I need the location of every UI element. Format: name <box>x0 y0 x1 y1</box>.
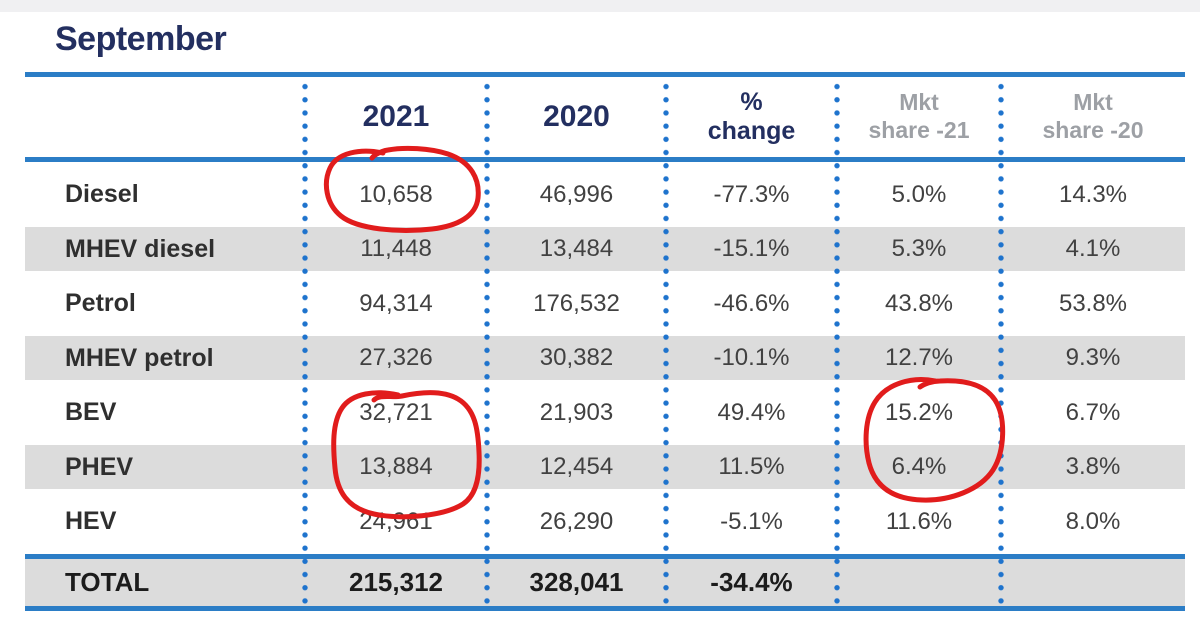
header-mkt-share-21: Mkt share -21 <box>837 89 1001 144</box>
dotted-column-separator-3 <box>663 80 669 608</box>
header-pct-change-line1: % <box>740 88 763 117</box>
header-mkt-share-21-line1: Mkt <box>899 89 939 116</box>
total-top-rule <box>25 554 1185 559</box>
table-row: Diesel 10,658 46,996 -77.3% 5.0% 14.3% <box>25 162 1185 227</box>
row-share21-cell: 6.4% <box>891 453 947 480</box>
table-row: BEV 32,721 21,903 49.4% 15.2% 6.7% <box>25 380 1185 445</box>
dotted-column-separator-4 <box>834 80 840 608</box>
page-title: September <box>55 20 227 58</box>
table-row: Petrol 94,314 176,532 -46.6% 43.8% 53.8% <box>25 271 1185 336</box>
row-change-cell: -15.1% <box>713 235 790 262</box>
row-share20-cell: 4.1% <box>1065 235 1121 262</box>
table-row: MHEV diesel 11,448 13,484 -15.1% 5.3% 4.… <box>25 227 1185 271</box>
row-share20-cell: 6.7% <box>1065 398 1121 426</box>
table-bottom-rule <box>25 606 1185 611</box>
total-2021-cell: 215,312 <box>349 567 443 597</box>
row-change-cell: -46.6% <box>713 289 790 317</box>
header-bottom-rule <box>25 157 1185 162</box>
row-2021-cell: 32,721 <box>359 398 433 426</box>
dotted-column-separator-1 <box>302 80 308 608</box>
row-2021-cell: 10,658 <box>359 180 433 208</box>
row-share20-cell: 53.8% <box>1058 289 1128 317</box>
header-mkt-share-20: Mkt share -20 <box>1001 89 1185 144</box>
total-2020-cell: 328,041 <box>529 567 624 597</box>
registrations-table: 2021 2020 % change Mkt share -21 Mkt sha… <box>25 72 1185 611</box>
total-row: TOTAL 215,312 328,041 -34.4% <box>25 559 1185 606</box>
row-2021-cell: 27,326 <box>359 344 433 371</box>
row-change-cell: -10.1% <box>713 344 790 371</box>
row-2021-cell: 94,314 <box>359 289 433 317</box>
row-2020-cell: 46,996 <box>539 180 614 208</box>
table-top-rule <box>25 72 1185 77</box>
row-share21-cell: 43.8% <box>884 289 954 317</box>
table-row: PHEV 13,884 12,454 11.5% 6.4% 3.8% <box>25 445 1185 489</box>
row-2020-cell: 13,484 <box>539 235 614 262</box>
table-header-row: 2021 2020 % change Mkt share -21 Mkt sha… <box>25 77 1185 157</box>
table-row: MHEV petrol 27,326 30,382 -10.1% 12.7% 9… <box>25 336 1185 380</box>
row-change-cell: -77.3% <box>713 180 790 208</box>
row-label-cell: MHEV petrol <box>65 343 214 372</box>
table-row: HEV 24,961 26,290 -5.1% 11.6% 8.0% <box>25 489 1185 554</box>
dotted-column-separator-5 <box>998 80 1004 608</box>
total-label-cell: TOTAL <box>65 567 150 597</box>
header-pct-change-line2: change <box>707 117 796 145</box>
header-mkt-share-20-line2: share -20 <box>1042 117 1144 143</box>
row-change-cell: -5.1% <box>720 507 783 535</box>
row-share21-cell: 15.2% <box>884 398 954 426</box>
header-mkt-share-20-line1: Mkt <box>1073 89 1113 116</box>
row-share20-cell: 8.0% <box>1065 507 1121 535</box>
row-share21-cell: 12.7% <box>884 344 954 371</box>
row-share21-cell: 5.0% <box>891 180 947 208</box>
row-2020-cell: 30,382 <box>539 344 614 371</box>
row-2020-cell: 176,532 <box>533 289 620 317</box>
header-2020: 2020 <box>543 100 610 133</box>
header-pct-change: % change <box>666 88 837 146</box>
row-label-cell: HEV <box>65 507 117 535</box>
row-label-cell: MHEV diesel <box>65 234 216 263</box>
row-2021-cell: 11,448 <box>360 235 432 262</box>
row-2020-cell: 26,290 <box>539 507 614 535</box>
header-2021: 2021 <box>362 100 430 133</box>
row-share20-cell: 14.3% <box>1058 180 1128 208</box>
dotted-column-separator-2 <box>484 80 490 608</box>
header-mkt-share-21-line2: share -21 <box>868 117 970 143</box>
total-change-cell: -34.4% <box>710 567 793 597</box>
row-change-cell: 49.4% <box>717 398 786 426</box>
row-share20-cell: 9.3% <box>1065 344 1121 371</box>
top-edge-strip <box>0 0 1200 12</box>
row-2020-cell: 12,454 <box>539 453 614 480</box>
row-2021-cell: 13,884 <box>359 453 433 480</box>
row-2020-cell: 21,903 <box>539 398 614 426</box>
row-label-cell: BEV <box>65 398 117 426</box>
row-2021-cell: 24,961 <box>359 507 433 535</box>
row-change-cell: 11.5% <box>718 453 785 480</box>
row-label-cell: Diesel <box>65 180 139 208</box>
row-label-cell: PHEV <box>65 452 134 481</box>
row-label-cell: Petrol <box>65 289 136 317</box>
row-share21-cell: 5.3% <box>891 235 947 262</box>
row-share20-cell: 3.8% <box>1065 453 1121 480</box>
row-share21-cell: 11.6% <box>885 507 953 535</box>
table-body: Diesel 10,658 46,996 -77.3% 5.0% 14.3% M… <box>25 162 1185 554</box>
